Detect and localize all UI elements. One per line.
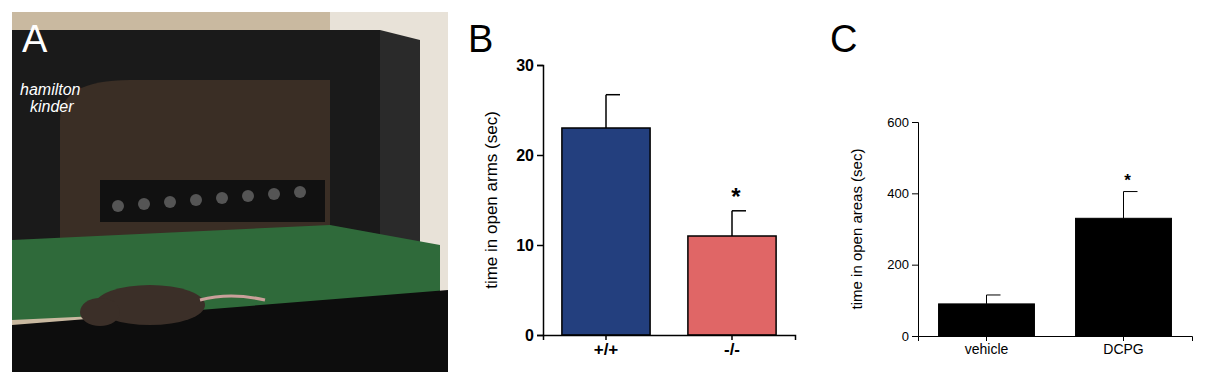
logo-text: kinder xyxy=(30,98,74,115)
sensor xyxy=(138,198,150,210)
x-axis: vehicle DCPG xyxy=(919,336,1193,357)
y-axis-title: time in open arms (sec) xyxy=(482,111,501,289)
annotation: * xyxy=(1124,171,1131,190)
bar-chart: * 0 10 20 30 +/+ -/- time in open arms (sec) xyxy=(482,57,796,359)
y-tick-label: 600 xyxy=(887,115,909,130)
error-cap xyxy=(732,210,746,212)
y-tick-mark xyxy=(912,265,918,266)
x-tick: vehicle xyxy=(965,336,1009,357)
bar xyxy=(688,236,776,335)
error-cap xyxy=(987,294,1001,295)
x-tick-label: DCPG xyxy=(1103,341,1143,357)
sensor-bar xyxy=(100,180,325,222)
error-stem xyxy=(605,95,607,128)
y-axis-line xyxy=(912,123,919,337)
y-tick-label: 0 xyxy=(525,327,534,344)
y-tick-mark xyxy=(537,155,543,157)
y-axis: 0 10 20 30 xyxy=(516,57,543,344)
sensor xyxy=(216,192,228,204)
logo-text: hamilton xyxy=(20,81,81,98)
annotation: * xyxy=(731,183,741,210)
error-bar xyxy=(1124,192,1138,219)
sensor xyxy=(164,196,176,208)
plot-area xyxy=(562,95,776,335)
panel-a: hamiltonkinder xyxy=(12,12,448,372)
y-tick-mark xyxy=(537,245,543,247)
platform xyxy=(12,290,448,372)
sensor xyxy=(294,186,306,198)
x-tick-label: vehicle xyxy=(965,341,1009,357)
error-stem xyxy=(986,295,987,304)
y-tick: 400 xyxy=(887,186,918,201)
y-tick-mark xyxy=(912,122,918,123)
y-tick-mark xyxy=(537,65,543,67)
mouse-head xyxy=(80,298,120,326)
x-tick: DCPG xyxy=(1103,336,1143,357)
y-tick-label: 10 xyxy=(516,237,534,254)
x-tick-label: -/- xyxy=(724,340,740,359)
y-tick-label: 20 xyxy=(516,147,534,164)
y-axis-title: time in open areas (sec) xyxy=(848,149,865,310)
x-tick-label: +/+ xyxy=(594,340,619,359)
plot-area xyxy=(939,192,1172,336)
y-tick: 0 xyxy=(902,329,918,344)
figure: hamiltonkinder A B C * 0 10 20 30 +/+ -/- time in o… xyxy=(0,0,1214,385)
y-tick-label: 200 xyxy=(887,257,909,272)
mouse-tail xyxy=(200,296,265,300)
sensor xyxy=(190,194,202,206)
panel-label: C xyxy=(830,18,857,60)
photo-background xyxy=(12,12,448,372)
x-axis-line xyxy=(544,336,796,341)
error-stem xyxy=(731,211,733,236)
sensor xyxy=(242,190,254,202)
sensor xyxy=(112,200,124,212)
x-axis: +/+ -/- xyxy=(544,335,796,359)
y-tick: 10 xyxy=(516,237,543,254)
error-cap xyxy=(606,94,620,96)
x-tick: -/- xyxy=(724,335,740,359)
y-tick-mark xyxy=(912,193,918,194)
y-tick-mark xyxy=(537,335,543,337)
y-tick: 30 xyxy=(516,57,543,74)
x-axis-line xyxy=(919,337,1193,342)
error-bar xyxy=(987,295,1001,304)
y-axis-line xyxy=(537,66,544,336)
bar xyxy=(939,304,1035,336)
bar xyxy=(562,128,650,335)
x-tick: +/+ xyxy=(594,335,619,359)
y-tick-label: 400 xyxy=(887,186,909,201)
panel-label: A xyxy=(22,18,48,60)
bar xyxy=(1076,218,1172,336)
error-bar xyxy=(732,211,746,236)
y-tick: 200 xyxy=(887,257,918,272)
panel-label: B xyxy=(468,18,493,60)
sensor xyxy=(268,188,280,200)
error-cap xyxy=(1124,191,1138,192)
y-tick-label: 0 xyxy=(902,329,909,344)
y-axis: 0 200 400 600 xyxy=(887,115,918,344)
photo-logo: hamiltonkinder xyxy=(20,81,81,115)
y-tick-label: 30 xyxy=(516,57,534,74)
y-tick-mark xyxy=(912,336,918,337)
error-bar xyxy=(606,95,620,128)
error-stem xyxy=(1123,192,1124,219)
y-tick: 600 xyxy=(887,115,918,130)
bar-chart: * 0 200 400 600 vehicle DCPG time in open areas… xyxy=(848,115,1193,357)
y-tick: 0 xyxy=(525,327,543,344)
y-tick: 20 xyxy=(516,147,543,164)
